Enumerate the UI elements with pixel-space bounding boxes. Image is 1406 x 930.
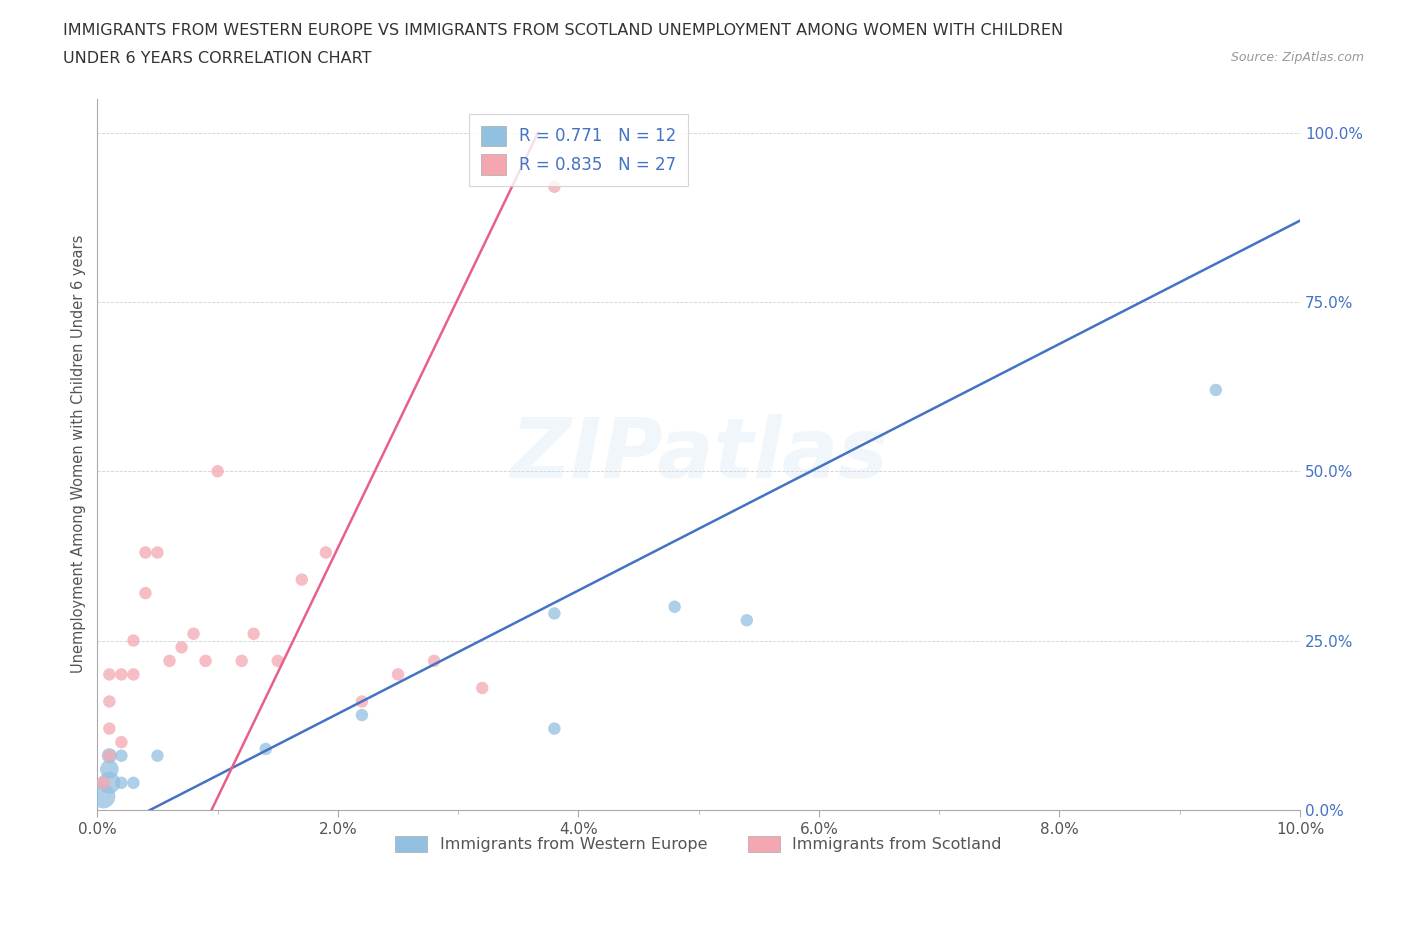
Point bbox=[194, 654, 217, 669]
Point bbox=[122, 776, 145, 790]
Point bbox=[543, 721, 565, 736]
Text: UNDER 6 YEARS CORRELATION CHART: UNDER 6 YEARS CORRELATION CHART bbox=[63, 51, 371, 66]
Point bbox=[423, 654, 446, 669]
Legend: Immigrants from Western Europe, Immigrants from Scotland: Immigrants from Western Europe, Immigran… bbox=[389, 830, 1008, 858]
Point bbox=[146, 545, 169, 560]
Point bbox=[350, 708, 373, 723]
Point bbox=[98, 721, 121, 736]
Point bbox=[543, 606, 565, 621]
Point bbox=[267, 654, 290, 669]
Point bbox=[110, 749, 132, 764]
Point bbox=[134, 545, 156, 560]
Point bbox=[664, 599, 686, 614]
Point bbox=[350, 694, 373, 709]
Point bbox=[471, 681, 494, 696]
Point bbox=[231, 654, 253, 669]
Point bbox=[122, 667, 145, 682]
Point bbox=[98, 776, 121, 790]
Point bbox=[735, 613, 758, 628]
Point bbox=[146, 749, 169, 764]
Point bbox=[315, 545, 337, 560]
Point bbox=[93, 776, 115, 790]
Point bbox=[543, 179, 565, 194]
Point bbox=[170, 640, 193, 655]
Point bbox=[98, 749, 121, 764]
Point bbox=[134, 586, 156, 601]
Point bbox=[1205, 382, 1227, 397]
Text: Source: ZipAtlas.com: Source: ZipAtlas.com bbox=[1230, 51, 1364, 64]
Text: IMMIGRANTS FROM WESTERN EUROPE VS IMMIGRANTS FROM SCOTLAND UNEMPLOYMENT AMONG WO: IMMIGRANTS FROM WESTERN EUROPE VS IMMIGR… bbox=[63, 23, 1063, 38]
Point bbox=[122, 633, 145, 648]
Point bbox=[254, 741, 277, 756]
Point bbox=[242, 626, 264, 641]
Point bbox=[207, 464, 229, 479]
Point bbox=[98, 667, 121, 682]
Point bbox=[159, 654, 181, 669]
Point bbox=[110, 776, 132, 790]
Point bbox=[110, 735, 132, 750]
Point bbox=[93, 789, 115, 804]
Point bbox=[98, 762, 121, 777]
Text: ZIPatlas: ZIPatlas bbox=[510, 414, 887, 495]
Point bbox=[98, 694, 121, 709]
Point bbox=[110, 667, 132, 682]
Point bbox=[183, 626, 205, 641]
Y-axis label: Unemployment Among Women with Children Under 6 years: Unemployment Among Women with Children U… bbox=[72, 235, 86, 673]
Point bbox=[291, 572, 314, 587]
Point bbox=[98, 749, 121, 764]
Point bbox=[387, 667, 409, 682]
